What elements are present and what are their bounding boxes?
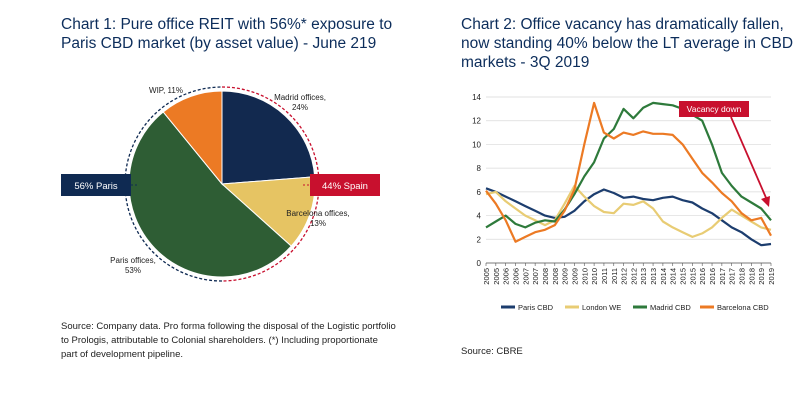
series-line-paris-cbd bbox=[485, 187, 772, 247]
x-tick-label: 2018 bbox=[747, 268, 756, 285]
x-tick-label: 2014 bbox=[669, 268, 678, 285]
pie-chart-title: Chart 1: Pure office REIT with 56%* expo… bbox=[61, 16, 393, 52]
x-tick-label: 2018 bbox=[738, 268, 747, 285]
x-tick-label: 2015 bbox=[688, 268, 697, 285]
x-tick-label: 2013 bbox=[639, 268, 648, 285]
x-tick-label: 2019 bbox=[757, 268, 766, 285]
legend-label-barcelona-cbd: Barcelona CBD bbox=[717, 303, 769, 312]
x-tick-label: 2010 bbox=[580, 268, 589, 285]
vacancy-down-label: Vacancy down bbox=[687, 104, 742, 114]
spain-exposure-label: 44% Spain bbox=[322, 181, 368, 192]
line-chart-title: Chart 2: Office vacancy has dramatically… bbox=[461, 16, 794, 71]
series-line-madrid-cbd bbox=[485, 101, 772, 229]
y-tick-label: 6 bbox=[477, 188, 482, 197]
pie-slice-wip-11 bbox=[162, 90, 223, 186]
legend-label-madrid-cbd: Madrid CBD bbox=[650, 303, 691, 312]
y-tick-label: 14 bbox=[472, 93, 481, 102]
x-tick-label: 2012 bbox=[629, 268, 638, 285]
y-tick-label: 10 bbox=[472, 140, 481, 149]
vacancy-down-arrowhead bbox=[761, 196, 770, 207]
series-line-london-we bbox=[485, 184, 772, 238]
x-tick-label: 2009 bbox=[570, 268, 579, 285]
legend-label-paris-cbd: Paris CBD bbox=[518, 303, 554, 312]
y-tick-label: 12 bbox=[472, 117, 481, 126]
series-line-barcelona-cbd bbox=[485, 101, 772, 243]
paris-exposure-label: 56% Paris bbox=[74, 181, 118, 192]
x-tick-label: 2015 bbox=[679, 268, 688, 285]
x-tick-label: 2017 bbox=[718, 268, 727, 285]
legend-label-london-we: London WE bbox=[582, 303, 621, 312]
paris-exposure-box bbox=[61, 174, 131, 196]
x-tick-label: 2013 bbox=[649, 268, 658, 285]
pie-label-madrid-offices-24: Madrid offices, 24% bbox=[274, 93, 326, 112]
x-tick-label: 2019 bbox=[767, 268, 776, 285]
x-tick-label: 2008 bbox=[541, 268, 550, 285]
pie-label-paris-offices-53: Paris offices, 53% bbox=[110, 256, 156, 275]
y-tick-label: 8 bbox=[477, 164, 482, 173]
x-tick-label: 2011 bbox=[610, 268, 619, 284]
x-tick-label: 2007 bbox=[531, 268, 540, 285]
x-tick-label: 2005 bbox=[492, 268, 501, 285]
pie-label-barcelona-offices-13: Barcelona offices, 13% bbox=[286, 209, 349, 228]
x-tick-label: 2016 bbox=[698, 268, 707, 285]
right-panel: Chart 2: Office vacancy has dramatically… bbox=[455, 0, 800, 400]
pie-label-wip-11: WIP, 11% bbox=[149, 86, 183, 95]
x-tick-label: 2016 bbox=[708, 268, 717, 285]
pie-slice-madrid-offices-24 bbox=[221, 90, 316, 185]
x-tick-label: 2005 bbox=[482, 268, 491, 285]
y-tick-label: 4 bbox=[477, 212, 482, 221]
x-tick-label: 2011 bbox=[600, 268, 609, 284]
spain-exposure-box bbox=[310, 174, 380, 196]
x-tick-label: 2008 bbox=[551, 268, 560, 285]
vacancy-down-arrow bbox=[730, 116, 768, 201]
x-tick-label: 2006 bbox=[502, 268, 511, 285]
y-tick-label: 0 bbox=[477, 259, 482, 268]
pie-slice-paris-offices-53 bbox=[128, 111, 292, 278]
x-tick-label: 2009 bbox=[561, 268, 570, 285]
x-tick-label: 2014 bbox=[659, 268, 668, 285]
line-chart-source: Source: CBRE bbox=[461, 346, 523, 357]
x-tick-label: 2007 bbox=[521, 268, 530, 285]
y-tick-label: 2 bbox=[477, 235, 482, 244]
vacancy-down-box bbox=[679, 101, 749, 117]
x-tick-label: 2017 bbox=[728, 268, 737, 285]
pie-chart-source: Source: Company data. Pro forma followin… bbox=[61, 321, 396, 360]
pie-chart: Madrid offices, 24% Barcelona offices, 13% P… bbox=[61, 86, 380, 282]
x-tick-label: 2012 bbox=[620, 268, 629, 285]
x-tick-label: 2010 bbox=[590, 268, 599, 285]
left-panel: Chart 1: Pure office REIT with 56%* expo… bbox=[0, 0, 396, 400]
x-tick-label: 2006 bbox=[511, 268, 520, 285]
